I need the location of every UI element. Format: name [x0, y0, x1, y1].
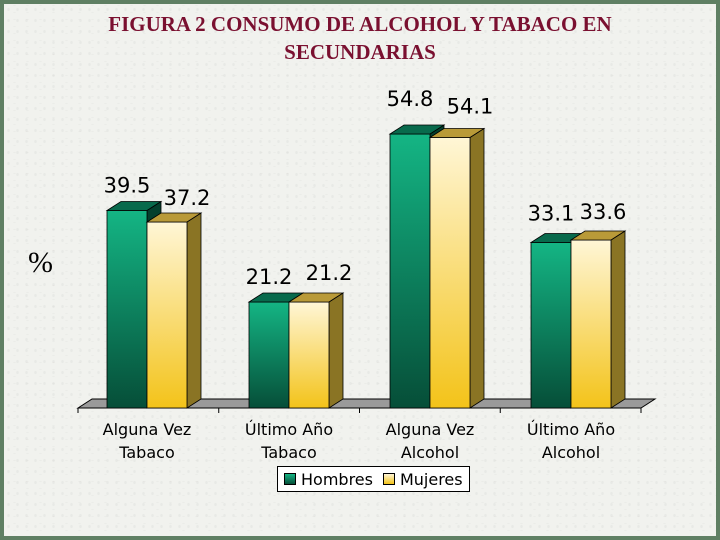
- value-label-hombres-3: 33.1: [528, 202, 575, 226]
- value-label-hombres-0: 39.5: [104, 174, 151, 198]
- legend-label-hombres: Hombres: [301, 469, 373, 489]
- y-axis-label: %: [28, 246, 53, 279]
- legend-label-mujeres: Mujeres: [399, 469, 463, 489]
- bar-top: [428, 128, 486, 138]
- bar-front: [248, 301, 290, 409]
- category-label-3-line-0: Último Año: [527, 420, 615, 439]
- bar-top: [388, 124, 446, 135]
- bars-layer: [105, 124, 627, 409]
- category-label-0-line-0: Alguna Vez: [103, 420, 192, 439]
- bar-mujeres-3: [569, 230, 627, 409]
- bar-side: [328, 292, 344, 409]
- bar-front: [530, 242, 572, 409]
- bar-front: [429, 137, 471, 409]
- bar-front: [106, 210, 148, 409]
- value-label-mujeres-1: 21.2: [306, 261, 353, 285]
- chart-title-line-1: FIGURA 2 CONSUMO DE ALCOHOL Y TABACO EN: [108, 12, 612, 36]
- labels-layer: 39.5 21.2 54.8 33.1 37.2 21.2 54.1 33.6: [104, 87, 627, 289]
- value-label-mujeres-0: 37.2: [164, 186, 211, 210]
- legend-swatch-mujeres: [382, 473, 395, 485]
- bar-top: [105, 201, 163, 211]
- category-labels: Alguna Vez Tabaco Último Año Tabaco Alguna V…: [103, 420, 615, 462]
- category-label-1-line-0: Último Año: [245, 420, 333, 439]
- chart-title-line-2: SECUNDARIAS: [284, 40, 436, 64]
- chart-title: FIGURA 2 CONSUMO DE ALCOHOL Y TABACO EN …: [4, 10, 716, 66]
- bar-top: [145, 212, 203, 223]
- bar-front: [570, 239, 612, 409]
- bar-mujeres-0: [145, 212, 203, 409]
- bar-side: [469, 127, 485, 409]
- bar-top: [569, 230, 627, 241]
- value-label-hombres-2: 54.8: [387, 87, 434, 111]
- legend-item-mujeres: Mujeres: [382, 469, 463, 489]
- bar-mujeres-2: [428, 127, 486, 409]
- bar-side: [186, 212, 202, 409]
- legend-item-hombres: Hombres: [284, 470, 373, 489]
- bar-front: [288, 301, 330, 409]
- bar-mujeres-1: [287, 292, 345, 409]
- bar-side: [610, 230, 626, 409]
- legend: Hombres Mujeres: [277, 466, 470, 492]
- value-label-mujeres-2: 54.1: [447, 95, 494, 119]
- category-label-0-line-1: Tabaco: [118, 443, 174, 462]
- category-label-2-line-0: Alguna Vez: [386, 420, 475, 439]
- bar-top: [287, 292, 345, 303]
- value-label-mujeres-3: 33.6: [580, 200, 627, 224]
- bar-front: [389, 133, 431, 409]
- value-label-hombres-1: 21.2: [246, 265, 293, 289]
- category-label-2-line-1: Alcohol: [401, 443, 459, 462]
- category-label-3-line-1: Alcohol: [542, 443, 600, 462]
- bar-front: [146, 221, 188, 409]
- category-label-1-line-1: Tabaco: [260, 443, 316, 462]
- legend-swatch-hombres: [284, 473, 296, 485]
